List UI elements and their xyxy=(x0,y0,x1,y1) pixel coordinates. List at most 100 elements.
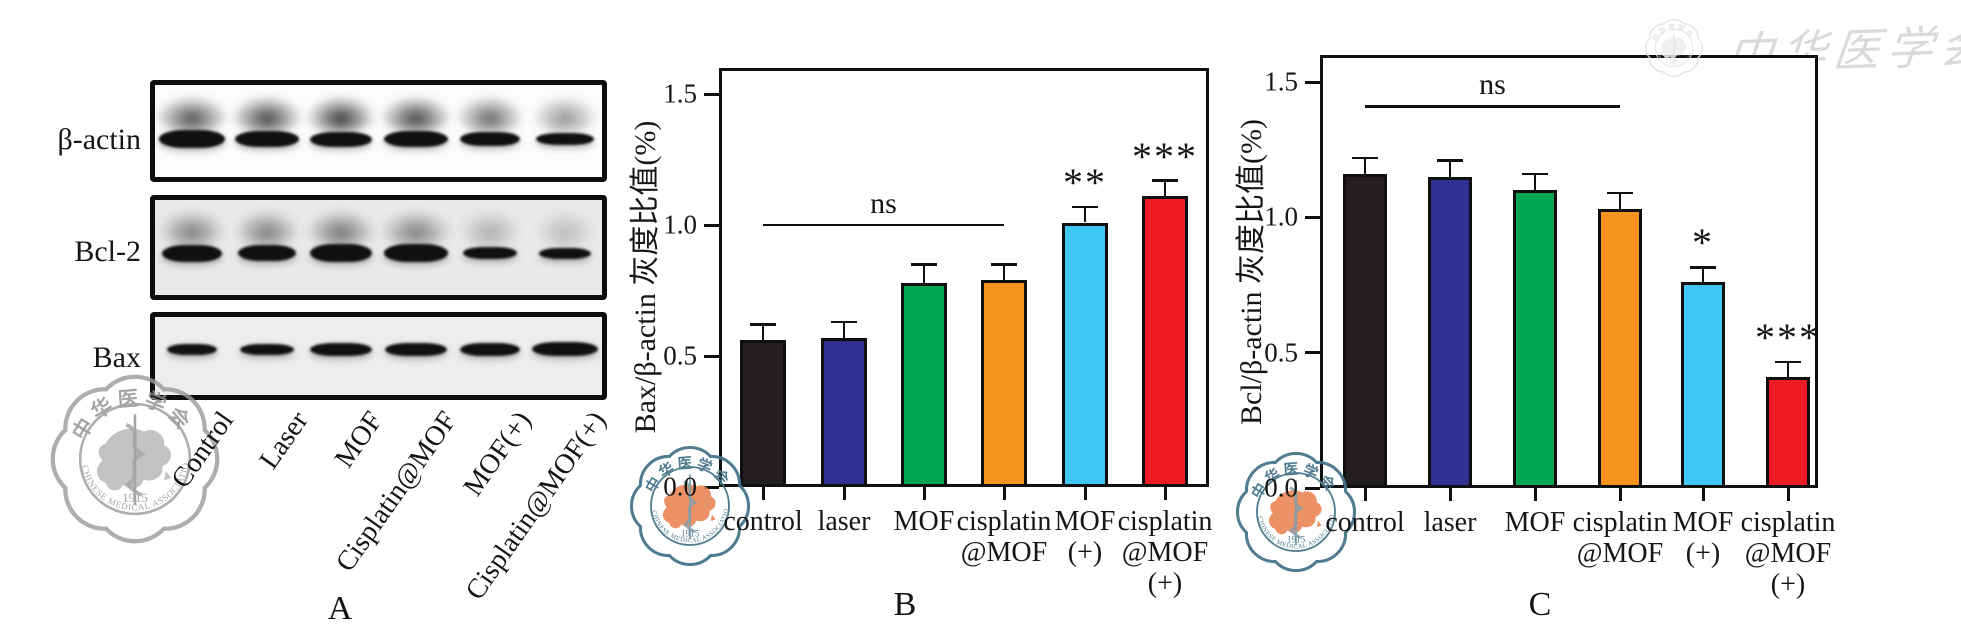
x-category-line: MOF xyxy=(893,506,955,537)
x-category-label-control-panel-c: control xyxy=(1325,507,1404,538)
y-tick-label-panel-c: 1.0 xyxy=(1264,201,1298,232)
x-category-line: cisplatin xyxy=(1740,507,1836,538)
blot-band-bax-lane-1 xyxy=(167,343,218,355)
error-bar-laser-panel-b xyxy=(842,322,846,338)
x-category-line: (+) xyxy=(1067,537,1103,568)
bar-cisplatin-mof-panel-c xyxy=(1766,377,1810,488)
error-bar-laser-panel-c xyxy=(1448,160,1452,177)
panel-letter-b: B xyxy=(893,586,917,623)
blot-smear-actin-lane-5 xyxy=(455,95,526,133)
y-tick-label-panel-b: 0.0 xyxy=(663,471,697,502)
protein-label-bcl-2: Bcl-2 xyxy=(74,235,141,268)
error-bar-cisplatin-mof-panel-c xyxy=(1618,193,1622,210)
blot-band-actin-lane-2 xyxy=(234,131,299,147)
blot-band-bcl-2-lane-2 xyxy=(237,245,296,261)
x-category-label-cisplatin-mof-panel-b: cisplatin @MOF (+) xyxy=(1118,506,1213,599)
y-tick-panel-b xyxy=(704,92,719,96)
blot-band-actin-lane-6 xyxy=(535,133,594,145)
y-tick-panel-b xyxy=(704,485,719,489)
cma-watermark-panel-a: 中华医学会 1915 CHINESE MEDICAL ASSOCIATION xyxy=(50,374,220,544)
lane-label-mof: MOF xyxy=(328,406,389,474)
error-bar-cisplatin-mof-panel-b xyxy=(1163,180,1167,197)
lane-label-cisplatin-mof: Cisplatin@MOF(+) xyxy=(459,406,613,606)
bar-mof-panel-c xyxy=(1681,282,1725,488)
x-tick-cisplatin-mof-panel-c xyxy=(1618,488,1622,501)
y-tick-panel-b xyxy=(704,223,719,227)
blot-box-actin xyxy=(150,80,607,182)
y-tick-label-panel-c: 1.5 xyxy=(1264,66,1298,97)
svg-text:1915: 1915 xyxy=(122,491,148,505)
x-category-line: MOF xyxy=(1054,506,1116,537)
error-bar-cap-cisplatin-mof-panel-b xyxy=(1152,179,1178,182)
x-category-line: control xyxy=(1325,507,1405,538)
bar-cisplatin-mof-panel-b xyxy=(1142,196,1188,487)
x-tick-cisplatin-mof-panel-c xyxy=(1786,488,1790,501)
significance-cisplatin-mof-panel-c: *** xyxy=(1755,315,1821,361)
bar-cisplatin-mof-panel-b xyxy=(981,280,1027,487)
blot-band-actin-lane-5 xyxy=(460,132,521,146)
x-category-line: @MOF xyxy=(960,537,1048,568)
blot-smear-bcl-2-lane-2 xyxy=(232,209,301,247)
error-bar-cap-cisplatin-mof-panel-c xyxy=(1775,360,1801,364)
error-bar-cap-laser-panel-c xyxy=(1437,159,1463,162)
x-category-label-mof-panel-c: MOF (+) xyxy=(1673,507,1734,569)
x-category-line: laser xyxy=(1423,507,1477,538)
y-tick-label-panel-c: 0.5 xyxy=(1264,337,1298,368)
blot-smear-actin-lane-3 xyxy=(305,95,378,133)
bar-laser-panel-b xyxy=(821,337,867,487)
x-category-label-laser-panel-b: laser xyxy=(818,506,871,537)
bar-laser-panel-c xyxy=(1428,176,1472,488)
x-category-label-laser-panel-c: laser xyxy=(1424,507,1477,538)
y-tick-panel-c xyxy=(1305,80,1320,84)
svg-text:1915: 1915 xyxy=(681,528,700,538)
x-category-line: @MOF xyxy=(1744,538,1832,569)
blot-smear-bcl-2-lane-3 xyxy=(305,209,378,247)
error-bar-mof-panel-c xyxy=(1701,267,1705,283)
lane-label-mof: MOF(+) xyxy=(457,406,538,502)
blot-smear-bcl-2-lane-5 xyxy=(458,209,523,247)
x-category-label-control-panel-b: control xyxy=(723,506,802,537)
error-bar-control-panel-b xyxy=(761,324,765,341)
x-tick-control-panel-b xyxy=(761,487,765,500)
x-category-line: (+) xyxy=(1685,538,1721,569)
blot-band-bcl-2-lane-1 xyxy=(162,244,223,262)
error-bar-mof-panel-b xyxy=(1083,206,1087,223)
x-category-label-mof-panel-b: MOF (+) xyxy=(1055,506,1116,568)
error-bar-control-panel-c xyxy=(1363,157,1367,175)
bar-cisplatin-mof-panel-c xyxy=(1598,209,1642,488)
blot-box-bcl-2 xyxy=(150,195,607,300)
bar-mof-panel-b xyxy=(1062,222,1108,487)
y-tick-label-panel-b: 1.5 xyxy=(663,78,697,109)
error-bar-cap-mof-panel-b xyxy=(911,263,937,266)
x-category-line: @MOF xyxy=(1576,538,1664,569)
error-bar-cap-laser-panel-b xyxy=(831,320,857,324)
cma-watermark-top-right: 中华医学会 1915 CHINESE MEDICAL ASSOCIATION xyxy=(1644,18,1704,78)
blot-smear-bcl-2-lane-1 xyxy=(157,209,228,247)
x-category-label-mof-panel-c: MOF xyxy=(1505,507,1566,538)
y-tick-panel-b xyxy=(704,354,719,358)
y-axis-title-panel-c: Bcl/β-actin 灰度比值(%) xyxy=(1235,118,1268,426)
x-tick-control-panel-c xyxy=(1363,488,1367,501)
ns-label-panel-c: ns xyxy=(1479,68,1506,102)
protein-label-bax: Bax xyxy=(92,341,141,374)
blot-band-bax-lane-6 xyxy=(531,342,598,356)
x-category-line: MOF xyxy=(1504,507,1566,538)
x-tick-mof-panel-b xyxy=(1083,487,1087,500)
cma-watermark-panel-c: 中华医学会 1915 CHINESE MEDICAL ASSOCIATION xyxy=(1236,452,1356,572)
y-axis-title-panel-b: Bax/β-actin 灰度比值(%) xyxy=(629,120,662,434)
x-tick-cisplatin-mof-panel-b xyxy=(1002,487,1006,500)
x-category-line: cisplatin xyxy=(1117,506,1213,537)
y-tick-panel-c xyxy=(1305,486,1320,490)
ns-label-panel-b: ns xyxy=(870,187,897,221)
error-bar-cap-mof-panel-c xyxy=(1690,266,1716,269)
x-tick-laser-panel-b xyxy=(842,487,846,500)
svg-text:1915: 1915 xyxy=(1670,59,1680,64)
panel-letter-c: C xyxy=(1528,586,1552,623)
significance-mof-panel-c: * xyxy=(1692,220,1714,266)
blot-band-actin-lane-4 xyxy=(383,131,448,147)
bar-mof-panel-b xyxy=(901,282,947,487)
y-tick-panel-c xyxy=(1305,215,1320,219)
error-bar-cap-cisplatin-mof-panel-b xyxy=(991,263,1017,266)
blot-smear-actin-lane-4 xyxy=(378,95,453,133)
